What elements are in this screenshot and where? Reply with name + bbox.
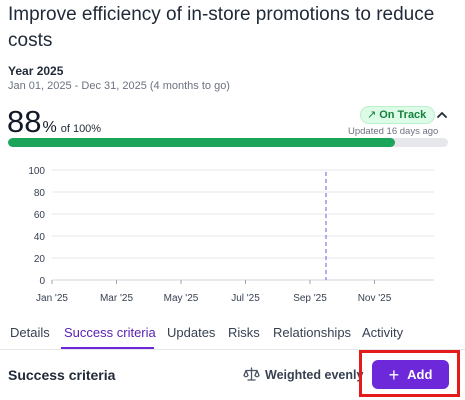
active-tab-indicator: [61, 347, 154, 349]
x-tick-label: Mar '25: [100, 293, 133, 304]
x-tick-label: Nov '25: [358, 293, 392, 304]
progress-unit: %: [42, 119, 57, 136]
y-tick-label: 40: [34, 232, 46, 243]
updated-timestamp: Updated 16 days ago: [348, 126, 439, 137]
period-range: Jan 01, 2025 - Dec 31, 2025 (4 months to…: [8, 80, 230, 92]
y-tick-label: 20: [34, 254, 46, 265]
status-badge[interactable]: ↗ On Track: [360, 106, 436, 124]
scale-icon: [243, 367, 260, 381]
tab-bar: Details Success criteria Updates Risks R…: [0, 318, 465, 350]
status-label: On Track: [379, 109, 427, 121]
highlight-frame: [359, 350, 460, 397]
x-tick-label: Jan '25: [36, 293, 68, 304]
progress-bar-fill: [8, 138, 396, 147]
tab-risks[interactable]: Risks: [228, 325, 260, 340]
y-tick-label: 60: [34, 210, 46, 221]
progress-chart: 100 80 60 40 20 0 Jan '25 Mar '25 May '25 Jul '25…: [28, 166, 434, 304]
goal-title: Improve efficiency of in-store promotion…: [8, 4, 435, 51]
x-tick-label: May '25: [164, 293, 199, 304]
y-tick-label: 80: [34, 188, 46, 199]
add-button-label: Add: [407, 367, 433, 382]
period-label: Year 2025: [8, 64, 64, 78]
y-tick-label: 0: [39, 276, 45, 287]
x-tick-label: Jul '25: [231, 293, 260, 304]
progress-value: 88: [7, 104, 42, 139]
plus-icon: +: [388, 364, 400, 385]
add-criteria-button[interactable]: + Add: [372, 360, 449, 389]
chevron-up-icon[interactable]: [436, 110, 448, 120]
tab-details[interactable]: Details: [10, 325, 50, 340]
tab-updates[interactable]: Updates: [167, 325, 216, 340]
progress-summary: 88% of 100%: [7, 104, 102, 139]
section-title: Success criteria: [8, 367, 116, 383]
tab-relationships[interactable]: Relationships: [273, 325, 352, 340]
weighting-selector[interactable]: Weighted evenly: [265, 368, 364, 382]
tab-success-criteria[interactable]: Success criteria: [64, 325, 156, 340]
trend-up-arrow-icon: ↗: [367, 109, 377, 121]
tab-activity[interactable]: Activity: [362, 325, 404, 340]
y-tick-label: 100: [28, 166, 45, 177]
x-tick-label: Sep '25: [293, 293, 327, 304]
progress-bar: [8, 138, 448, 147]
progress-target: of 100%: [60, 123, 102, 135]
